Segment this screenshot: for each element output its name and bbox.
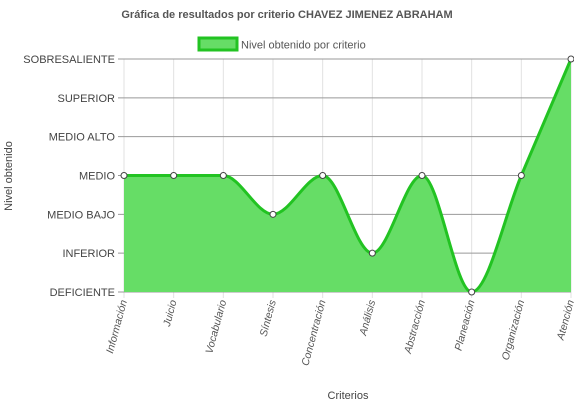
- data-point-1[interactable]: [120, 172, 128, 179]
- data-point-3[interactable]: [219, 172, 227, 179]
- legend-swatch: [197, 36, 239, 52]
- x-tick-label: Abstracción: [402, 299, 428, 356]
- y-tick-labels: DEFICIENTE INFERIOR MEDIO BAJO MEDIO MEDIO A…: [23, 54, 115, 299]
- x-tick-label: Planeación: [453, 299, 478, 352]
- x-tick-labels: Información Juicio Vocabulario Síntesis Conc…: [104, 298, 574, 367]
- series-area-fill: [124, 59, 571, 292]
- x-tick-label: Síntesis: [258, 298, 279, 338]
- x-tick-label: Juicio: [161, 299, 180, 329]
- x-axis-title: Criterios: [328, 390, 369, 402]
- data-point-10[interactable]: [567, 55, 574, 63]
- data-point-9[interactable]: [517, 172, 525, 179]
- x-tick-label: Concentración: [299, 299, 328, 368]
- y-tick-label: MEDIO ALTO: [49, 132, 116, 144]
- y-tick-label: SUPERIOR: [58, 93, 116, 105]
- y-axis-title: Nivel obtenido: [3, 141, 15, 211]
- y-tick-label: INFERIOR: [62, 248, 115, 260]
- data-point-7[interactable]: [418, 172, 426, 179]
- data-point-6[interactable]: [368, 249, 376, 257]
- x-tick-label: Organización: [500, 299, 528, 362]
- y-tick-label: DEFICIENTE: [50, 287, 115, 299]
- legend[interactable]: Nivel obtenido por criterio: [197, 36, 366, 52]
- y-tick-label: MEDIO BAJO: [47, 209, 115, 221]
- data-points: [120, 55, 574, 296]
- x-tick-label: Información: [104, 299, 130, 355]
- data-point-8[interactable]: [468, 288, 476, 296]
- data-point-2[interactable]: [170, 172, 178, 179]
- data-point-4[interactable]: [269, 210, 277, 218]
- x-tick-label: Atención: [554, 299, 574, 343]
- y-tick-label: SOBRESALIENTE: [23, 54, 115, 66]
- y-tick-label: MEDIO: [79, 171, 116, 183]
- data-point-5[interactable]: [319, 172, 327, 179]
- x-tick-label: Vocabulario: [203, 299, 229, 355]
- legend-label: Nivel obtenido por criterio: [241, 40, 366, 52]
- chart-title: Gráfica de resultados por criterio CHAVE…: [121, 9, 452, 21]
- x-tick-label: Análisis: [357, 298, 378, 338]
